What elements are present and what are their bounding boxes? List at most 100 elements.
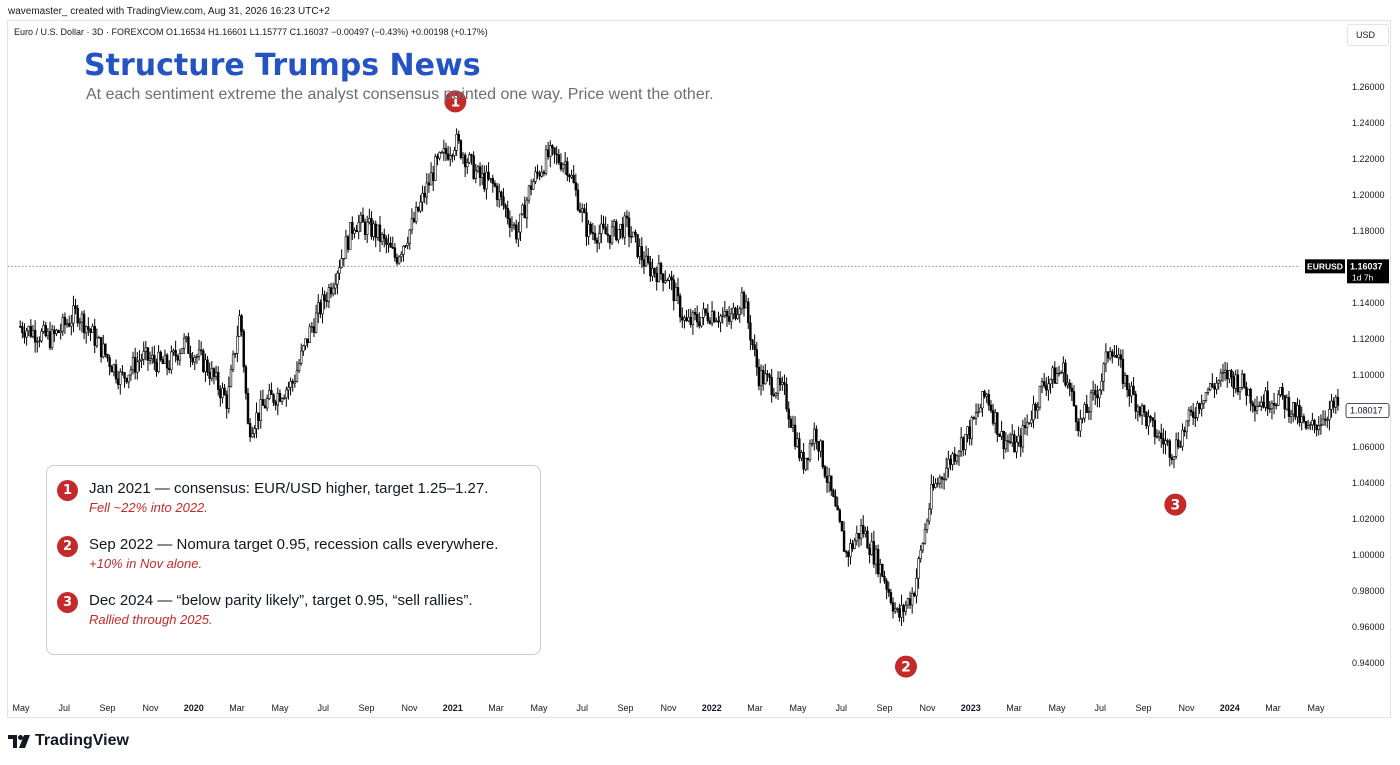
candle-body: [146, 347, 150, 361]
candle-body: [344, 236, 348, 259]
candle: [412, 211, 416, 224]
candle-body: [50, 329, 54, 348]
candle: [970, 415, 973, 446]
candle-body: [551, 145, 554, 149]
candle-body: [904, 604, 907, 612]
candle-body: [1249, 388, 1252, 404]
candle: [244, 364, 248, 400]
candle: [1143, 404, 1146, 418]
candle-body: [480, 173, 484, 178]
candle: [306, 338, 309, 348]
candle: [1272, 392, 1276, 415]
candle: [813, 422, 816, 451]
candle: [159, 350, 162, 362]
candle: [964, 434, 967, 456]
candle: [65, 318, 69, 328]
candle: [1160, 423, 1163, 448]
candle: [180, 348, 184, 354]
candle: [1134, 390, 1137, 419]
candle-body: [985, 394, 988, 397]
candle-body: [378, 224, 382, 242]
candle: [617, 228, 620, 244]
candle-body: [1179, 446, 1182, 448]
candle-body: [446, 153, 450, 160]
candle-body: [517, 231, 520, 240]
candle: [532, 178, 535, 190]
candle: [87, 317, 90, 336]
candle: [851, 539, 854, 552]
candle-body: [478, 166, 482, 178]
candle-body: [770, 377, 773, 395]
candle: [917, 556, 920, 589]
candle: [1028, 422, 1031, 425]
candle-body: [370, 218, 373, 237]
currency-selector[interactable]: USD: [1347, 24, 1389, 46]
candle-body: [42, 325, 45, 332]
candle-body: [21, 326, 24, 334]
candle-body: [1217, 380, 1220, 384]
candle: [1311, 412, 1314, 431]
x-tick-label: Jul: [835, 703, 847, 713]
candle-body: [849, 543, 852, 558]
x-tick-label: Sep: [876, 703, 892, 713]
candle-body: [136, 361, 139, 373]
candle: [651, 258, 654, 282]
candle: [208, 362, 211, 386]
candle-body: [1132, 385, 1135, 395]
candle: [1108, 346, 1112, 361]
candle: [738, 306, 741, 323]
candle-body: [29, 326, 33, 337]
candle: [576, 183, 580, 212]
candle-body: [323, 294, 326, 302]
candle: [581, 203, 584, 223]
candle-body: [372, 223, 375, 237]
candle-body: [112, 364, 116, 373]
candle: [297, 358, 301, 374]
candle: [1147, 409, 1150, 435]
candle-body: [506, 208, 509, 219]
candle-body: [423, 192, 426, 198]
candle-body: [406, 242, 409, 246]
candle-body: [651, 268, 654, 277]
candle: [104, 343, 107, 358]
candle: [825, 466, 829, 493]
candle-body: [951, 453, 954, 465]
candle-body: [31, 329, 35, 337]
candle: [444, 142, 448, 162]
candle: [1285, 394, 1289, 411]
tradingview-logo-icon: [8, 734, 30, 748]
candle: [968, 419, 971, 446]
candle: [972, 416, 976, 421]
candle: [940, 475, 944, 489]
candle-body: [704, 308, 707, 314]
candle-body: [576, 189, 580, 211]
candle-body: [1162, 438, 1165, 445]
candle-body: [1181, 429, 1184, 447]
candle-body: [774, 392, 778, 397]
candle: [804, 457, 807, 472]
candle-body: [615, 221, 618, 241]
candle: [351, 216, 354, 240]
candle-body: [1209, 383, 1212, 391]
candle-body: [99, 337, 103, 358]
candle: [1243, 373, 1246, 389]
candle-body: [1196, 403, 1199, 418]
x-tick-label: Sep: [358, 703, 374, 713]
candle-body: [87, 326, 90, 330]
x-tick-label: Sep: [99, 703, 115, 713]
candle: [327, 283, 331, 309]
candle-body: [40, 331, 43, 342]
candle-body: [291, 381, 294, 384]
candle-body: [329, 287, 333, 295]
candle-body: [730, 313, 733, 322]
candle-body: [1125, 375, 1129, 391]
candle: [370, 211, 373, 240]
tradingview-logo[interactable]: TradingView: [8, 732, 129, 750]
candle: [842, 521, 846, 552]
candle: [934, 478, 937, 489]
x-tick-label: May: [1307, 703, 1325, 713]
candle-body: [751, 339, 754, 346]
candle-body: [393, 247, 397, 258]
overlay-title: Structure Trumps News: [84, 48, 481, 83]
